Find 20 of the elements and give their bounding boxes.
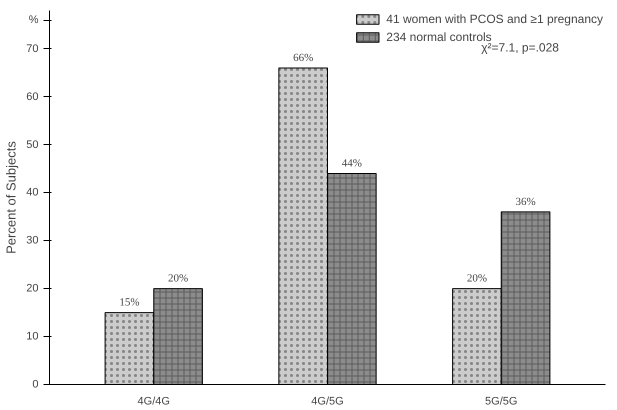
legend-label: 41 women with PCOS and ≥1 pregnancy bbox=[386, 12, 603, 26]
x-tick-label: 5G/5G bbox=[485, 396, 518, 408]
x-tick-label: 4G/5G bbox=[311, 396, 344, 408]
y-tick-label: 20 bbox=[26, 282, 39, 295]
data-label: 44% bbox=[342, 158, 362, 170]
data-label: 20% bbox=[466, 272, 488, 285]
y-tick-label: 10 bbox=[26, 330, 39, 343]
data-label: 36% bbox=[515, 196, 536, 208]
data-label: 66% bbox=[293, 52, 314, 64]
y-tick-label: 60 bbox=[26, 90, 39, 103]
y-tick-label: 0 bbox=[32, 378, 39, 390]
data-label: 15% bbox=[119, 296, 140, 309]
y-tick-label: 40 bbox=[26, 186, 39, 199]
y-tick-label: % bbox=[28, 14, 39, 26]
data-label: 20% bbox=[168, 272, 188, 285]
x-tick-label: 4G/4G bbox=[138, 396, 170, 408]
y-tick-label: 30 bbox=[26, 234, 39, 247]
y-tick-label: 70 bbox=[26, 42, 39, 55]
y-axis-title: Percent of Subjects bbox=[3, 140, 18, 254]
y-tick-label: 50 bbox=[26, 138, 39, 151]
